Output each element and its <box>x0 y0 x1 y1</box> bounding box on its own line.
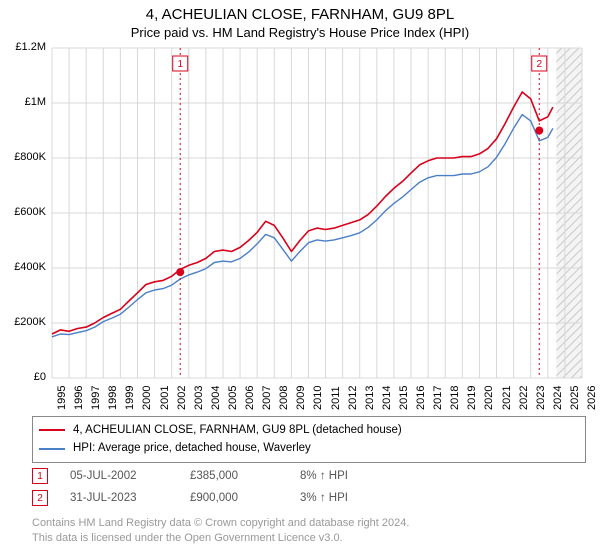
x-tick-label: 2024 <box>552 386 564 410</box>
footer-line-2: This data is licensed under the Open Gov… <box>32 531 409 546</box>
y-tick-label: £1.2M <box>2 41 46 53</box>
sale-marker: 2 <box>32 490 48 506</box>
sale-delta: 3% ↑ HPI <box>300 492 420 504</box>
x-tick-label: 2008 <box>278 386 290 410</box>
page-title: 4, ACHEULIAN CLOSE, FARNHAM, GU9 8PL <box>0 6 600 23</box>
sale-date: 05-JUL-2002 <box>70 470 190 482</box>
x-tick-label: 2025 <box>569 386 581 410</box>
svg-text:1: 1 <box>177 59 183 70</box>
x-tick-label: 2016 <box>415 386 427 410</box>
x-tick-label: 2014 <box>381 386 393 410</box>
legend: 4, ACHEULIAN CLOSE, FARNHAM, GU9 8PL (de… <box>32 416 586 463</box>
svg-text:2: 2 <box>536 59 542 70</box>
legend-item: HPI: Average price, detached house, Wave… <box>39 439 579 457</box>
price-chart: 12 <box>52 48 582 378</box>
sale-price: £900,000 <box>190 492 300 504</box>
x-tick-label: 2009 <box>295 386 307 410</box>
legend-label: HPI: Average price, detached house, Wave… <box>73 439 311 457</box>
x-tick-label: 2006 <box>244 386 256 410</box>
x-tick-label: 1997 <box>90 386 102 410</box>
x-tick-label: 2017 <box>432 386 444 410</box>
x-tick-label: 2013 <box>364 386 376 410</box>
sale-date: 31-JUL-2023 <box>70 492 190 504</box>
y-tick-label: £800K <box>2 151 46 163</box>
y-tick-label: £1M <box>2 96 46 108</box>
x-tick-label: 2005 <box>227 386 239 410</box>
sale-delta: 8% ↑ HPI <box>300 470 420 482</box>
legend-label: 4, ACHEULIAN CLOSE, FARNHAM, GU9 8PL (de… <box>73 421 402 439</box>
x-tick-label: 2020 <box>483 386 495 410</box>
x-tick-label: 1996 <box>73 386 85 410</box>
x-tick-label: 2021 <box>501 386 513 410</box>
y-tick-label: £600K <box>2 206 46 218</box>
x-tick-label: 2004 <box>210 386 222 410</box>
legend-item: 4, ACHEULIAN CLOSE, FARNHAM, GU9 8PL (de… <box>39 421 579 439</box>
footer-attribution: Contains HM Land Registry data © Crown c… <box>32 516 409 546</box>
x-tick-label: 1995 <box>56 386 68 410</box>
x-tick-label: 2018 <box>449 386 461 410</box>
x-tick-label: 2022 <box>518 386 530 410</box>
x-tick-label: 2010 <box>312 386 324 410</box>
x-tick-label: 1999 <box>124 386 136 410</box>
sale-row: 2 31-JUL-2023£900,0003% ↑ HPI <box>32 490 420 506</box>
x-tick-label: 1998 <box>107 386 119 410</box>
x-tick-label: 2002 <box>176 386 188 410</box>
sale-price: £385,000 <box>190 470 300 482</box>
x-tick-label: 2001 <box>159 386 171 410</box>
x-tick-label: 2003 <box>193 386 205 410</box>
legend-swatch <box>39 448 65 450</box>
sales-table: 1 05-JUL-2002£385,0008% ↑ HPI 2 31-JUL-2023… <box>32 462 420 506</box>
sale-row: 1 05-JUL-2002£385,0008% ↑ HPI <box>32 468 420 484</box>
x-tick-label: 2023 <box>535 386 547 410</box>
y-tick-label: £400K <box>2 261 46 273</box>
x-tick-label: 2011 <box>330 386 342 410</box>
x-tick-label: 2007 <box>261 386 273 410</box>
x-tick-label: 2019 <box>466 386 478 410</box>
x-tick-label: 2012 <box>347 386 359 410</box>
footer-line-1: Contains HM Land Registry data © Crown c… <box>32 516 409 531</box>
y-tick-label: £0 <box>2 371 46 383</box>
sale-marker: 1 <box>32 468 48 484</box>
y-tick-label: £200K <box>2 316 46 328</box>
legend-swatch <box>39 429 65 431</box>
page-subtitle: Price paid vs. HM Land Registry's House … <box>0 25 600 40</box>
x-tick-label: 2015 <box>398 386 410 410</box>
x-tick-label: 2026 <box>586 386 598 410</box>
x-tick-label: 2000 <box>141 386 153 410</box>
